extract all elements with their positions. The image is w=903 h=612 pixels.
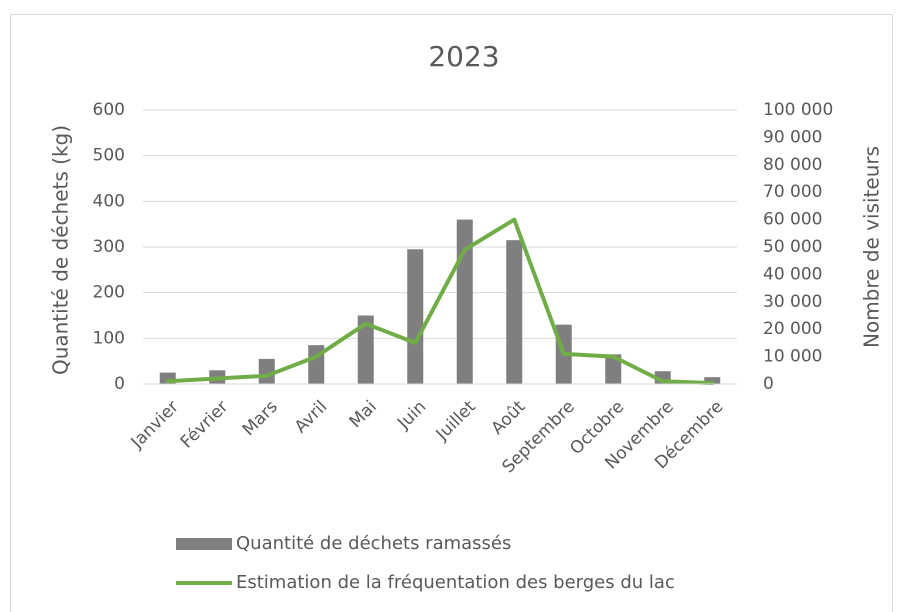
y2-tick-label: 60 000 — [763, 210, 822, 230]
y2-axis-title: Nombre de visiteurs — [860, 146, 884, 348]
bar — [407, 249, 424, 384]
y2-tick-label: 0 — [763, 374, 774, 394]
y2-tick-label: 40 000 — [763, 264, 822, 284]
y-tick-label: 400 — [93, 191, 125, 211]
legend-label: Quantité de déchets ramassés — [236, 533, 511, 554]
y2-tick-label: 30 000 — [763, 292, 822, 312]
y2-tick-label: 90 000 — [763, 127, 822, 147]
y-axis-title: Quantité de déchets (kg) — [49, 125, 73, 375]
y-tick-label: 500 — [93, 146, 125, 166]
y-tick-label: 300 — [93, 237, 125, 257]
chart-title: 2023 — [428, 40, 499, 73]
bar — [159, 372, 176, 384]
y-tick-label: 100 — [93, 328, 125, 348]
y-tick-label: 0 — [114, 374, 125, 394]
line — [165, 217, 715, 386]
bar — [704, 377, 721, 384]
y-tick-label: 600 — [93, 100, 125, 120]
y2-tick-label: 80 000 — [763, 155, 822, 175]
y2-tick-label: 50 000 — [763, 237, 822, 257]
bar — [258, 358, 275, 384]
y2-tick-label: 10 000 — [763, 347, 822, 367]
y2-tick-label: 70 000 — [763, 182, 822, 202]
bar — [357, 315, 374, 384]
bar — [506, 240, 523, 384]
chart-frame — [10, 14, 893, 612]
y-tick-label: 200 — [93, 283, 125, 303]
y2-tick-label: 20 000 — [763, 319, 822, 339]
legend-swatch — [176, 538, 232, 550]
y2-tick-label: 100 000 — [763, 100, 833, 120]
legend-label: Estimation de la fréquentation des berge… — [236, 572, 675, 593]
bar — [605, 354, 622, 384]
